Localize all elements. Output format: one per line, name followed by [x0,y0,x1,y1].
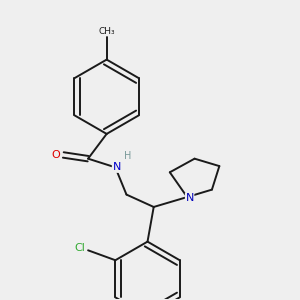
Text: N: N [185,193,194,203]
Text: Cl: Cl [74,243,85,253]
Text: N: N [112,162,121,172]
Text: H: H [124,151,131,161]
Text: O: O [52,150,60,160]
Text: CH₃: CH₃ [98,27,115,36]
